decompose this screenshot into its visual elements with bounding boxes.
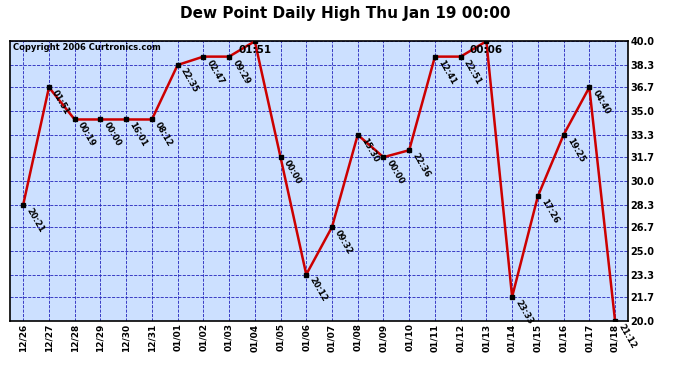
Text: 00:00: 00:00 xyxy=(102,121,123,148)
Text: Dew Point Daily High Thu Jan 19 00:00: Dew Point Daily High Thu Jan 19 00:00 xyxy=(180,6,510,21)
Text: 15:30: 15:30 xyxy=(359,136,380,164)
Text: 00:00: 00:00 xyxy=(385,159,406,186)
Text: 22:51: 22:51 xyxy=(462,58,483,86)
Text: 20:21: 20:21 xyxy=(25,206,46,234)
Text: 22:36: 22:36 xyxy=(411,152,432,179)
Text: 21:12: 21:12 xyxy=(616,322,638,350)
Text: 12:41: 12:41 xyxy=(436,58,457,86)
Text: 23:33: 23:33 xyxy=(513,298,535,326)
Text: 09:29: 09:29 xyxy=(230,58,251,86)
Text: 16:01: 16:01 xyxy=(128,121,149,148)
Text: 00:06: 00:06 xyxy=(470,45,503,56)
Text: 01:51: 01:51 xyxy=(50,89,72,116)
Text: 01:51: 01:51 xyxy=(238,45,271,56)
Text: Copyright 2006 Curtronics.com: Copyright 2006 Curtronics.com xyxy=(13,43,161,52)
Text: 19:25: 19:25 xyxy=(565,136,586,164)
Text: 09:32: 09:32 xyxy=(333,228,355,256)
Text: 22:35: 22:35 xyxy=(179,66,200,94)
Text: 00:00: 00:00 xyxy=(282,159,303,186)
Text: 00:19: 00:19 xyxy=(76,121,97,148)
Text: 20:12: 20:12 xyxy=(308,276,329,304)
Text: 04:40: 04:40 xyxy=(591,89,612,116)
Text: 17:26: 17:26 xyxy=(539,198,560,225)
Text: 08:12: 08:12 xyxy=(153,121,175,148)
Text: 02:47: 02:47 xyxy=(205,58,226,86)
